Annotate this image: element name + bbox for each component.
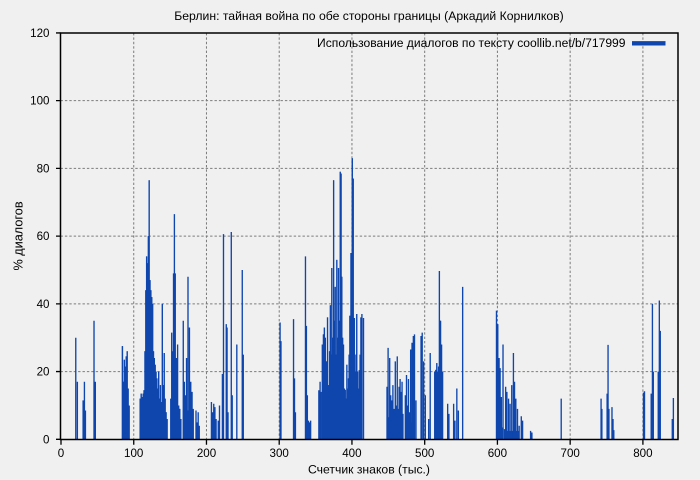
svg-text:400: 400 — [342, 447, 361, 460]
svg-text:100: 100 — [124, 447, 143, 460]
svg-text:80: 80 — [37, 162, 50, 175]
svg-text:600: 600 — [488, 447, 507, 460]
svg-text:300: 300 — [270, 447, 289, 460]
svg-text:200: 200 — [197, 447, 216, 460]
svg-text:100: 100 — [30, 95, 49, 108]
svg-text:Использование диалогов по текс: Использование диалогов по тексту coollib… — [317, 36, 626, 50]
svg-text:Счетчик знаков (тыс.): Счетчик знаков (тыс.) — [308, 463, 430, 477]
svg-text:60: 60 — [37, 230, 50, 243]
svg-text:% диалогов: % диалогов — [12, 201, 26, 270]
svg-text:500: 500 — [415, 447, 434, 460]
svg-text:0: 0 — [58, 447, 64, 460]
svg-text:0: 0 — [43, 433, 49, 446]
svg-text:120: 120 — [30, 27, 49, 40]
svg-text:Берлин: тайная война по обе ст: Берлин: тайная война по обе стороны гран… — [174, 9, 563, 23]
svg-text:700: 700 — [561, 447, 580, 460]
svg-text:20: 20 — [37, 366, 50, 379]
svg-text:800: 800 — [633, 447, 652, 460]
svg-text:40: 40 — [37, 298, 50, 311]
